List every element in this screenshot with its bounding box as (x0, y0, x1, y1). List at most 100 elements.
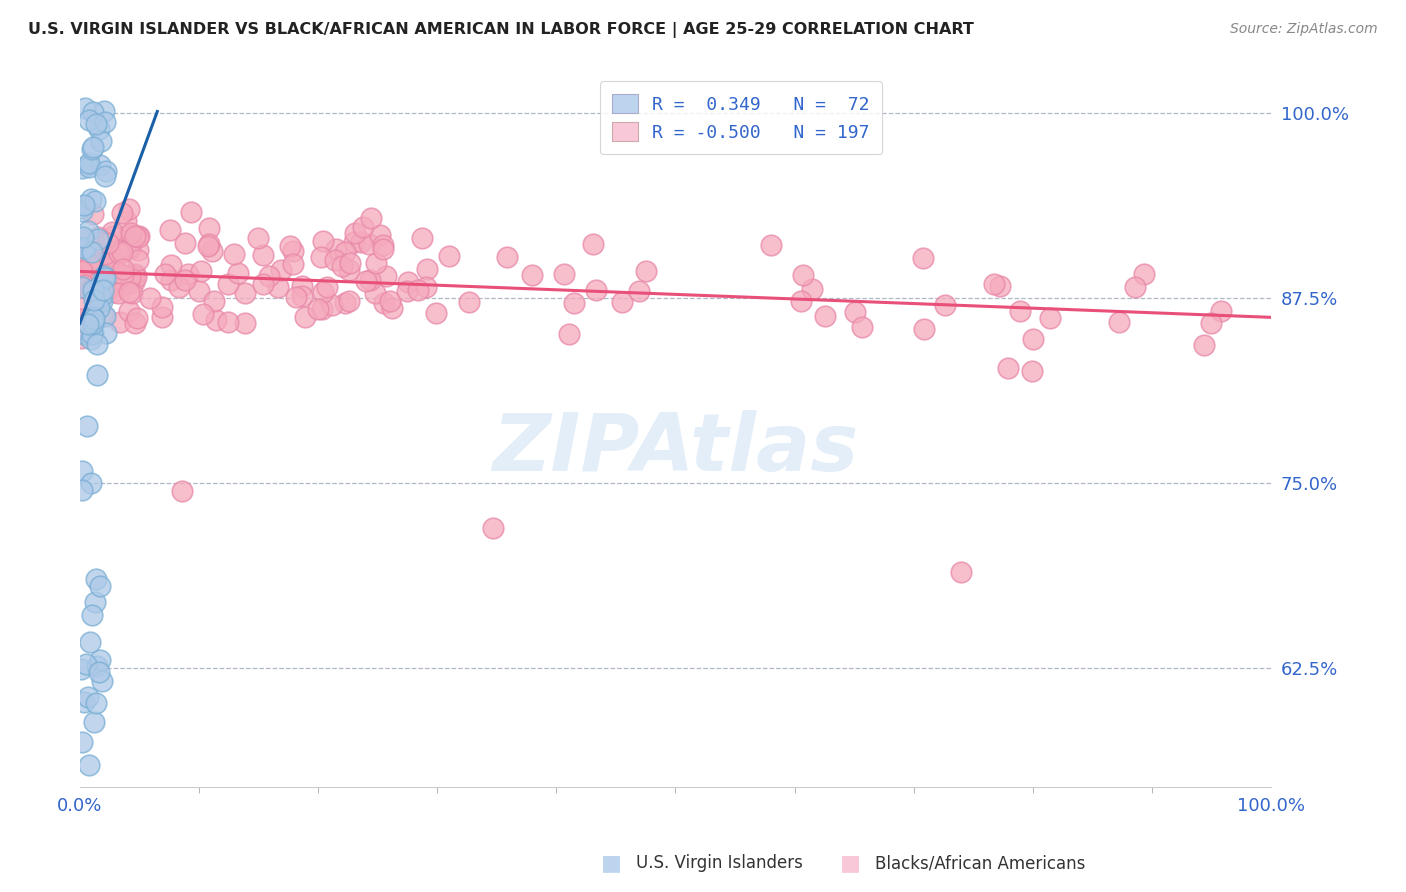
Point (912, 252, 935, 266)
Point (70, 279, 93, 293)
Point (77, 757, 100, 772)
Point (103, 256, 125, 270)
Point (70, 331, 93, 345)
Point (93, 309, 115, 323)
Point (124, 268, 146, 282)
Text: ZIPAtlas: ZIPAtlas (492, 410, 859, 488)
Point (118, 270, 141, 285)
Point (83, 252, 105, 267)
Point (70, 464, 93, 478)
Point (77, 690, 100, 704)
Point (76, 268, 98, 282)
Point (83, 312, 105, 326)
Point (83, 595, 105, 609)
Point (1123, 279, 1146, 293)
Point (72, 229, 94, 244)
Point (339, 256, 361, 270)
Point (89, 274, 111, 288)
Point (150, 300, 173, 314)
Point (82, 608, 104, 623)
Point (360, 211, 382, 225)
Point (290, 289, 312, 303)
Point (118, 240, 141, 254)
Point (70, 161, 93, 175)
Point (82, 238, 104, 252)
Point (1039, 310, 1062, 325)
Point (86, 278, 108, 293)
Point (94, 169, 117, 184)
Point (73, 241, 96, 255)
Point (180, 204, 202, 219)
Point (98, 268, 121, 283)
Point (217, 315, 239, 329)
Point (124, 229, 146, 244)
Point (564, 295, 586, 310)
Point (79, 284, 101, 298)
Text: Source: ZipAtlas.com: Source: ZipAtlas.com (1230, 22, 1378, 37)
Point (83, 293, 105, 308)
Point (72, 294, 94, 309)
Point (851, 319, 873, 334)
Point (110, 206, 132, 220)
Point (87, 232, 110, 246)
Point (415, 280, 437, 294)
Point (73, 241, 96, 255)
Point (77, 158, 100, 172)
Text: U.S. Virgin Islanders: U.S. Virgin Islanders (636, 855, 803, 872)
Point (191, 307, 214, 321)
Point (759, 238, 782, 252)
Point (100, 225, 122, 239)
Point (364, 285, 387, 300)
Point (97, 236, 120, 251)
Point (270, 262, 292, 277)
Point (86, 659, 108, 673)
Point (814, 309, 837, 323)
Point (343, 235, 366, 249)
Point (82, 316, 104, 330)
Point (110, 315, 132, 329)
Point (323, 253, 346, 268)
Point (283, 257, 305, 271)
Point (89, 653, 111, 667)
Point (790, 293, 813, 308)
Point (170, 483, 193, 498)
Point (425, 306, 447, 320)
Point (73, 278, 96, 293)
Point (73, 198, 96, 212)
Point (344, 226, 367, 240)
Point (82, 139, 104, 153)
Point (373, 237, 395, 252)
Point (378, 293, 401, 308)
Point (122, 275, 145, 289)
Point (70, 201, 93, 215)
Point (800, 282, 823, 296)
Point (321, 298, 343, 312)
Point (80, 192, 103, 206)
Point (77, 161, 100, 175)
Point (204, 313, 226, 327)
Point (201, 244, 224, 258)
Point (267, 280, 290, 294)
Point (79, 257, 101, 271)
Point (125, 269, 148, 284)
Point (124, 316, 146, 330)
Point (311, 250, 333, 264)
Point (174, 273, 197, 287)
Point (94, 244, 117, 258)
Point (912, 321, 935, 335)
Point (127, 229, 149, 244)
Point (80, 244, 103, 259)
Point (101, 273, 124, 287)
Point (153, 268, 176, 282)
Point (198, 221, 221, 235)
Point (437, 249, 460, 263)
Point (73, 327, 96, 342)
Point (335, 296, 357, 310)
Point (93, 103, 115, 118)
Point (197, 238, 219, 252)
Point (79, 635, 101, 649)
Point (94, 246, 117, 260)
Point (368, 228, 391, 243)
Point (70, 264, 93, 278)
Point (294, 310, 316, 325)
